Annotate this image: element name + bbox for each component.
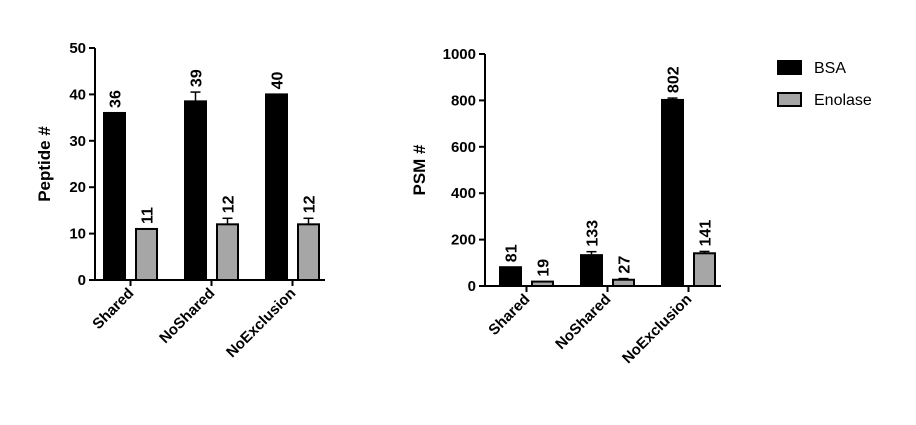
y-tick-label: 400 bbox=[451, 185, 476, 202]
legend-swatch-bsa bbox=[777, 60, 802, 75]
bar-enolase-shared bbox=[135, 227, 158, 282]
data-label: 81 bbox=[504, 244, 521, 262]
bar-bsa-shared bbox=[103, 111, 126, 281]
data-label: 12 bbox=[221, 195, 238, 213]
y-tick-label: 30 bbox=[69, 133, 86, 150]
y-tick-label: 600 bbox=[451, 139, 476, 156]
category-label: NoShared bbox=[156, 285, 218, 347]
bar-bsa-noshared bbox=[580, 254, 603, 287]
data-label: 12 bbox=[302, 195, 319, 213]
legend-swatch-enolase bbox=[777, 92, 802, 107]
legend-label-bsa: BSA bbox=[814, 60, 846, 77]
y-tick-label: 50 bbox=[69, 40, 86, 57]
legend-label-enolase: Enolase bbox=[814, 92, 872, 109]
bar-bsa-noexclusion bbox=[265, 93, 288, 282]
y-axis-title: PSM # bbox=[410, 144, 429, 196]
bar-bsa-noshared bbox=[184, 100, 207, 281]
category-label: NoShared bbox=[552, 291, 614, 353]
data-label: 141 bbox=[698, 220, 715, 247]
category-label: NoExclusion bbox=[223, 285, 299, 361]
bar-enolase-noexclusion bbox=[297, 223, 320, 282]
bar-enolase-noexclusion bbox=[693, 252, 716, 287]
data-label: 40 bbox=[270, 72, 287, 90]
data-label: 19 bbox=[536, 259, 553, 277]
y-tick-label: 40 bbox=[69, 86, 86, 103]
bar-enolase-noshared bbox=[612, 278, 635, 287]
category-label: Shared bbox=[89, 285, 137, 333]
data-label: 133 bbox=[585, 220, 602, 247]
bar-enolase-shared bbox=[531, 280, 554, 288]
y-tick-label: 20 bbox=[69, 179, 86, 196]
y-tick-label: 200 bbox=[451, 232, 476, 249]
y-tick-label: 10 bbox=[69, 226, 86, 243]
data-label: 39 bbox=[189, 69, 206, 87]
data-label: 27 bbox=[617, 256, 634, 274]
bar-bsa-noexclusion bbox=[661, 98, 684, 287]
category-label: NoExclusion bbox=[619, 291, 695, 367]
y-axis-title: Peptide # bbox=[35, 126, 54, 202]
data-label: 802 bbox=[666, 66, 683, 93]
bar-enolase-noshared bbox=[216, 223, 239, 282]
data-label: 36 bbox=[108, 90, 125, 108]
bar-bsa-shared bbox=[499, 266, 522, 288]
y-tick-label: 1000 bbox=[443, 46, 476, 63]
y-tick-label: 0 bbox=[78, 272, 86, 289]
y-tick-label: 0 bbox=[468, 278, 476, 295]
category-label: Shared bbox=[485, 291, 533, 339]
peptide-chart: 0 10 20 30 40 50 Peptide # 36 11 Shared 39 12 NoShar… bbox=[35, 40, 325, 361]
legend: BSA Enolase bbox=[777, 60, 872, 109]
y-tick-label: 800 bbox=[451, 92, 476, 109]
data-label: 11 bbox=[140, 207, 157, 224]
